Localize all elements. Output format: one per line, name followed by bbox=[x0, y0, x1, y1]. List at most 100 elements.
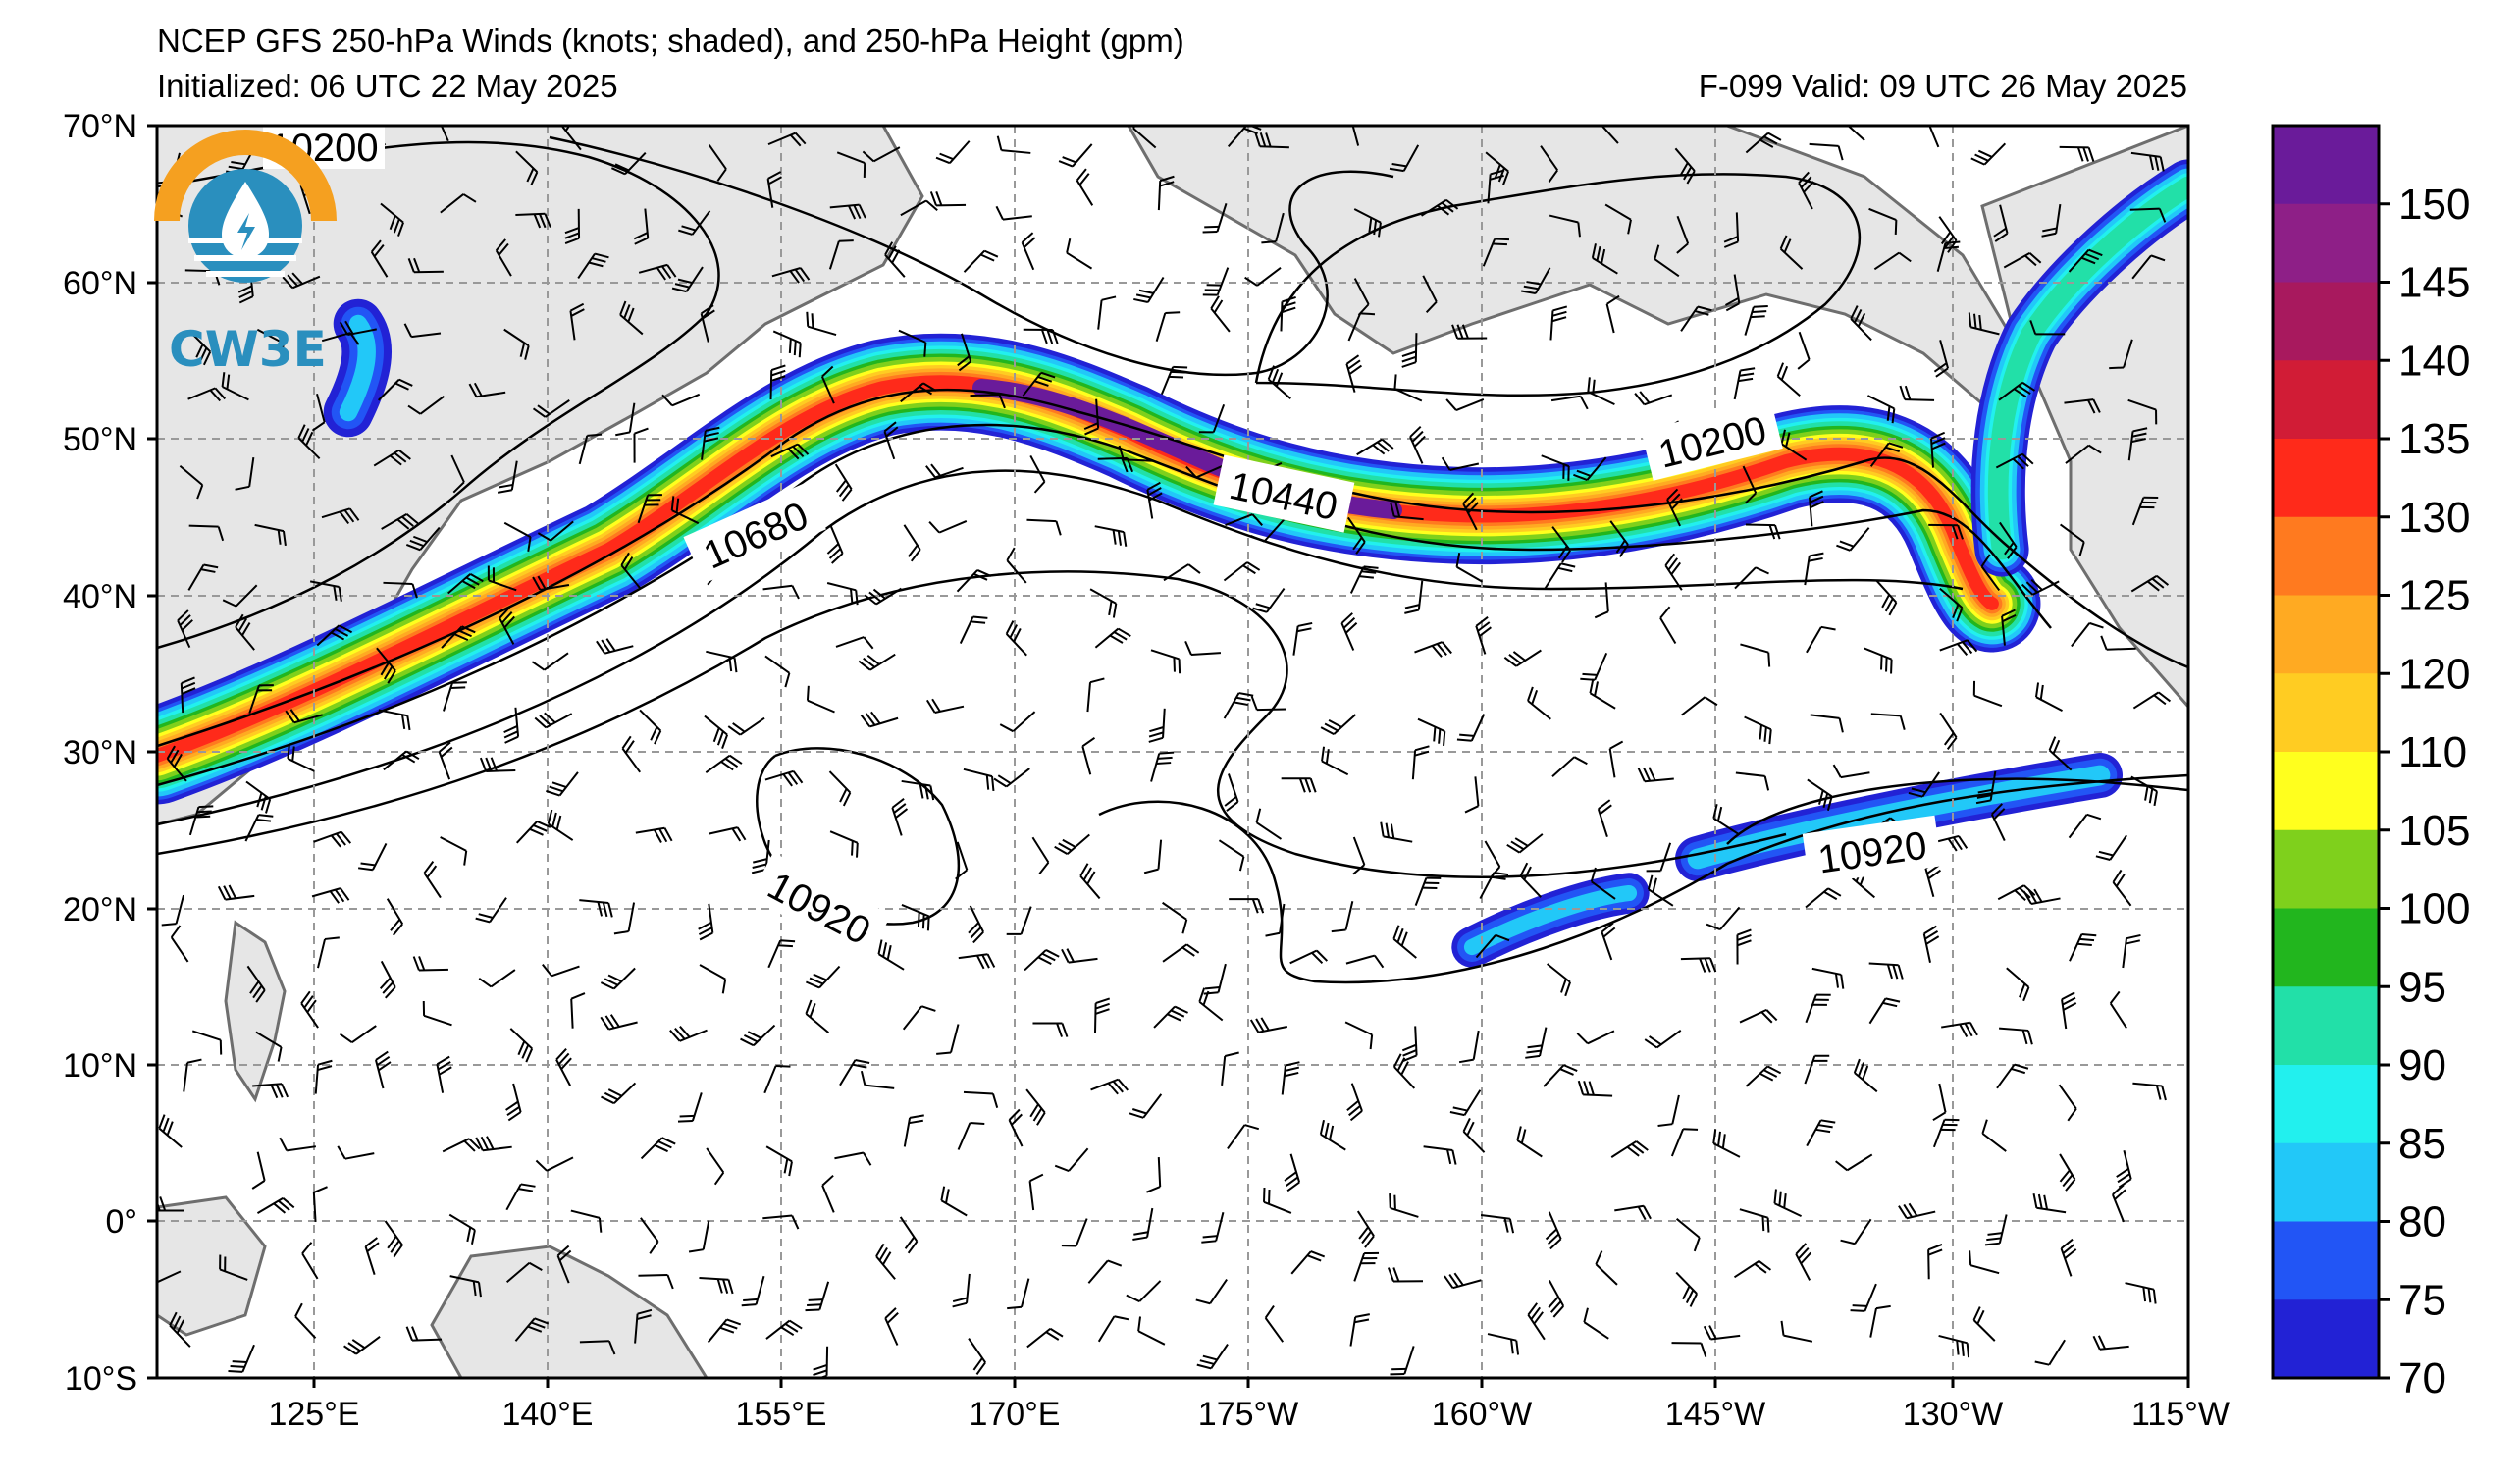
wind-barb bbox=[1589, 678, 1616, 710]
wind-barb bbox=[762, 1214, 800, 1230]
wind-barb bbox=[2109, 339, 2133, 370]
contour-south-1 bbox=[157, 570, 1787, 878]
lon-tick-label: 145°W bbox=[1665, 1396, 1765, 1433]
wind-barb bbox=[1280, 295, 1296, 332]
wind-barb bbox=[2061, 991, 2077, 1030]
wind-barb bbox=[936, 1024, 960, 1055]
wind-barb bbox=[478, 969, 516, 988]
lat-tick-label: 40°N bbox=[63, 578, 137, 615]
wind-barb bbox=[1853, 1058, 1878, 1093]
wind-barb bbox=[700, 304, 715, 343]
wind-barb bbox=[166, 745, 187, 782]
wind-barb bbox=[505, 1183, 536, 1211]
wind-barb bbox=[244, 814, 274, 842]
wind-barb bbox=[1479, 872, 1509, 900]
wind-barb bbox=[839, 1059, 870, 1086]
wind-barb bbox=[940, 1186, 968, 1217]
wind-barb bbox=[405, 526, 441, 552]
wind-barb bbox=[1202, 203, 1228, 234]
wind-barb bbox=[860, 1070, 895, 1089]
wind-barb bbox=[706, 1147, 725, 1186]
wind-barb bbox=[1441, 456, 1480, 471]
lon-tick-label: 170°E bbox=[969, 1396, 1060, 1433]
wind-barb bbox=[901, 779, 935, 801]
wind-barb bbox=[1990, 803, 2006, 842]
wind-barb bbox=[386, 898, 404, 936]
wind-barb bbox=[2003, 252, 2042, 269]
wind-barb bbox=[1289, 949, 1329, 965]
contour-high-2 bbox=[1098, 773, 2188, 984]
wind-barb bbox=[1543, 1064, 1578, 1087]
wind-barb bbox=[860, 711, 899, 728]
wind-barb bbox=[1930, 431, 1946, 468]
wind-barb bbox=[902, 1005, 936, 1031]
wind-barb bbox=[935, 140, 971, 165]
wind-barb bbox=[180, 676, 196, 714]
wind-barb bbox=[300, 990, 319, 1029]
wind-barb bbox=[1353, 208, 1382, 238]
colorbar-tick-label: 70 bbox=[2398, 1354, 2446, 1403]
wind-barb bbox=[1657, 1094, 1680, 1127]
wind-barb bbox=[2006, 967, 2030, 1002]
wind-barb bbox=[1401, 1026, 1418, 1063]
wind-barb bbox=[2130, 574, 2170, 593]
wind-barb bbox=[1674, 147, 1696, 185]
wind-barb bbox=[337, 1145, 375, 1160]
wind-barb bbox=[312, 1186, 328, 1222]
wind-barb bbox=[2041, 203, 2062, 238]
wind-barb bbox=[316, 624, 353, 647]
wind-barb bbox=[1544, 562, 1576, 590]
wind-barb bbox=[1734, 566, 1769, 590]
wind-barb bbox=[235, 456, 255, 491]
wind-barb bbox=[708, 144, 727, 182]
wind-barb bbox=[2048, 736, 2073, 771]
wind-barb bbox=[514, 1317, 550, 1342]
wind-barb bbox=[1225, 513, 1263, 527]
wind-barb bbox=[1780, 429, 1808, 461]
wind-barb bbox=[1654, 244, 1680, 278]
wind-barb bbox=[613, 902, 636, 935]
wind-barb bbox=[1864, 647, 1893, 674]
wind-barb bbox=[963, 249, 999, 273]
lat-tick-label: 10°N bbox=[63, 1047, 137, 1085]
wind-barb bbox=[1261, 212, 1285, 244]
wind-barb bbox=[1404, 580, 1424, 614]
wind-barb bbox=[806, 311, 837, 336]
wind-barb bbox=[1595, 1250, 1618, 1286]
wind-barb bbox=[1547, 963, 1572, 997]
wind-barb bbox=[1094, 997, 1111, 1033]
wind-barb bbox=[1351, 126, 1360, 146]
wind-barb bbox=[1996, 1063, 2029, 1089]
wind-barb bbox=[1143, 839, 1163, 874]
wind-barb bbox=[505, 1083, 522, 1122]
wind-barb bbox=[771, 267, 811, 284]
wind-barb bbox=[440, 193, 477, 214]
wind-barb bbox=[503, 707, 520, 744]
wind-barb bbox=[615, 402, 636, 437]
wind-barb bbox=[1006, 906, 1032, 935]
colorbar-swatch bbox=[2273, 829, 2379, 909]
colorbar-tick-label: 85 bbox=[2398, 1120, 2446, 1168]
wind-barb bbox=[1026, 518, 1062, 536]
wind-barb bbox=[2059, 145, 2095, 162]
wind-barb bbox=[2029, 320, 2066, 336]
wind-barb bbox=[1540, 145, 1558, 184]
wind-barb bbox=[578, 433, 603, 465]
wind-barb bbox=[564, 208, 581, 244]
wind-barb bbox=[1868, 997, 1901, 1025]
wind-barb bbox=[188, 330, 212, 366]
wind-barb bbox=[1023, 328, 1059, 344]
wind-barb bbox=[1061, 1218, 1088, 1247]
wind-barb bbox=[1869, 1304, 1891, 1338]
wind-barb bbox=[1054, 833, 1090, 855]
wind-barb bbox=[378, 709, 411, 731]
wind-barb bbox=[764, 655, 791, 688]
lon-tick-label: 175°W bbox=[1198, 1396, 1298, 1433]
wind-barb bbox=[1922, 925, 1940, 963]
wind-barb bbox=[2130, 775, 2158, 807]
wind-barb bbox=[1646, 842, 1672, 873]
wind-barb bbox=[475, 897, 507, 924]
wind-barb bbox=[577, 252, 609, 279]
colorbar-swatch bbox=[2273, 1142, 2379, 1222]
wind-barb bbox=[1980, 554, 2001, 592]
